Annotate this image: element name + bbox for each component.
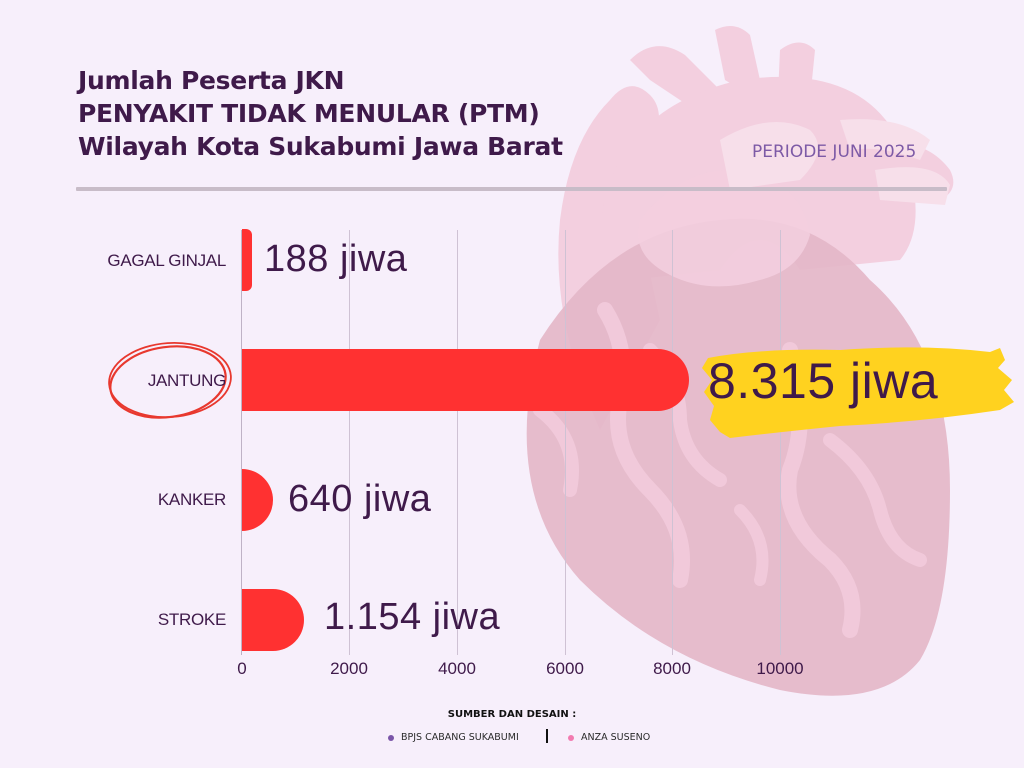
category-label-gagal-ginjal: GAGAL GINJAL	[107, 251, 226, 270]
period-label: PERIODE JUNI 2025	[752, 142, 917, 162]
y-axis-line	[241, 230, 242, 655]
x-tick-4000: 4000	[438, 659, 476, 678]
value-label-kanker: 640 jiwa	[288, 478, 432, 520]
title-line-2: PENYAKIT TIDAK MENULAR (PTM)	[78, 99, 540, 128]
category-label-jantung: JANTUNG	[147, 371, 226, 390]
x-tick-6000: 6000	[546, 659, 584, 678]
value-label-gagal-ginjal: 188 jiwa	[264, 238, 408, 280]
bar-stroke	[242, 589, 304, 651]
yellow-brush-highlight-icon	[702, 347, 1014, 438]
bar-jantung	[242, 349, 689, 411]
purple-dot-icon	[388, 734, 394, 741]
credit-source-label: BPJS CABANG SUKABUMI	[401, 732, 519, 743]
x-tick-0: 0	[237, 659, 247, 678]
value-label-stroke: 1.154 jiwa	[324, 596, 501, 638]
gridline-8000	[672, 230, 673, 655]
credit-designer: ANZA SUSENO	[568, 732, 650, 743]
gridline-6000	[565, 230, 566, 655]
credit-source: BPJS CABANG SUKABUMI	[388, 732, 519, 743]
credits-title: SUMBER DAN DESAIN :	[447, 709, 577, 720]
bar-kanker	[242, 469, 273, 531]
circle-annotation-icon	[108, 341, 232, 419]
gridline-4000	[457, 230, 458, 655]
gridline-2000	[349, 230, 350, 655]
x-tick-10000: 10000	[756, 659, 804, 678]
value-label-jantung: 8.315 jiwa	[708, 353, 939, 409]
page-title: Jumlah Peserta JKN PENYAKIT TIDAK MENULA…	[78, 64, 563, 163]
credit-designer-label: ANZA SUSENO	[581, 732, 651, 743]
header-divider	[76, 187, 947, 191]
category-label-stroke: STROKE	[157, 610, 226, 629]
category-label-kanker: KANKER	[157, 490, 226, 509]
title-line-3: Wilayah Kota Sukabumi Jawa Barat	[78, 132, 563, 161]
bar-gagal-ginjal	[242, 229, 252, 291]
gridline-10000	[780, 230, 781, 655]
pink-dot-icon	[568, 734, 574, 741]
x-tick-8000: 8000	[653, 659, 691, 678]
title-line-1: Jumlah Peserta JKN	[78, 66, 345, 95]
x-tick-2000: 2000	[330, 659, 368, 678]
credits-separator	[546, 729, 548, 743]
